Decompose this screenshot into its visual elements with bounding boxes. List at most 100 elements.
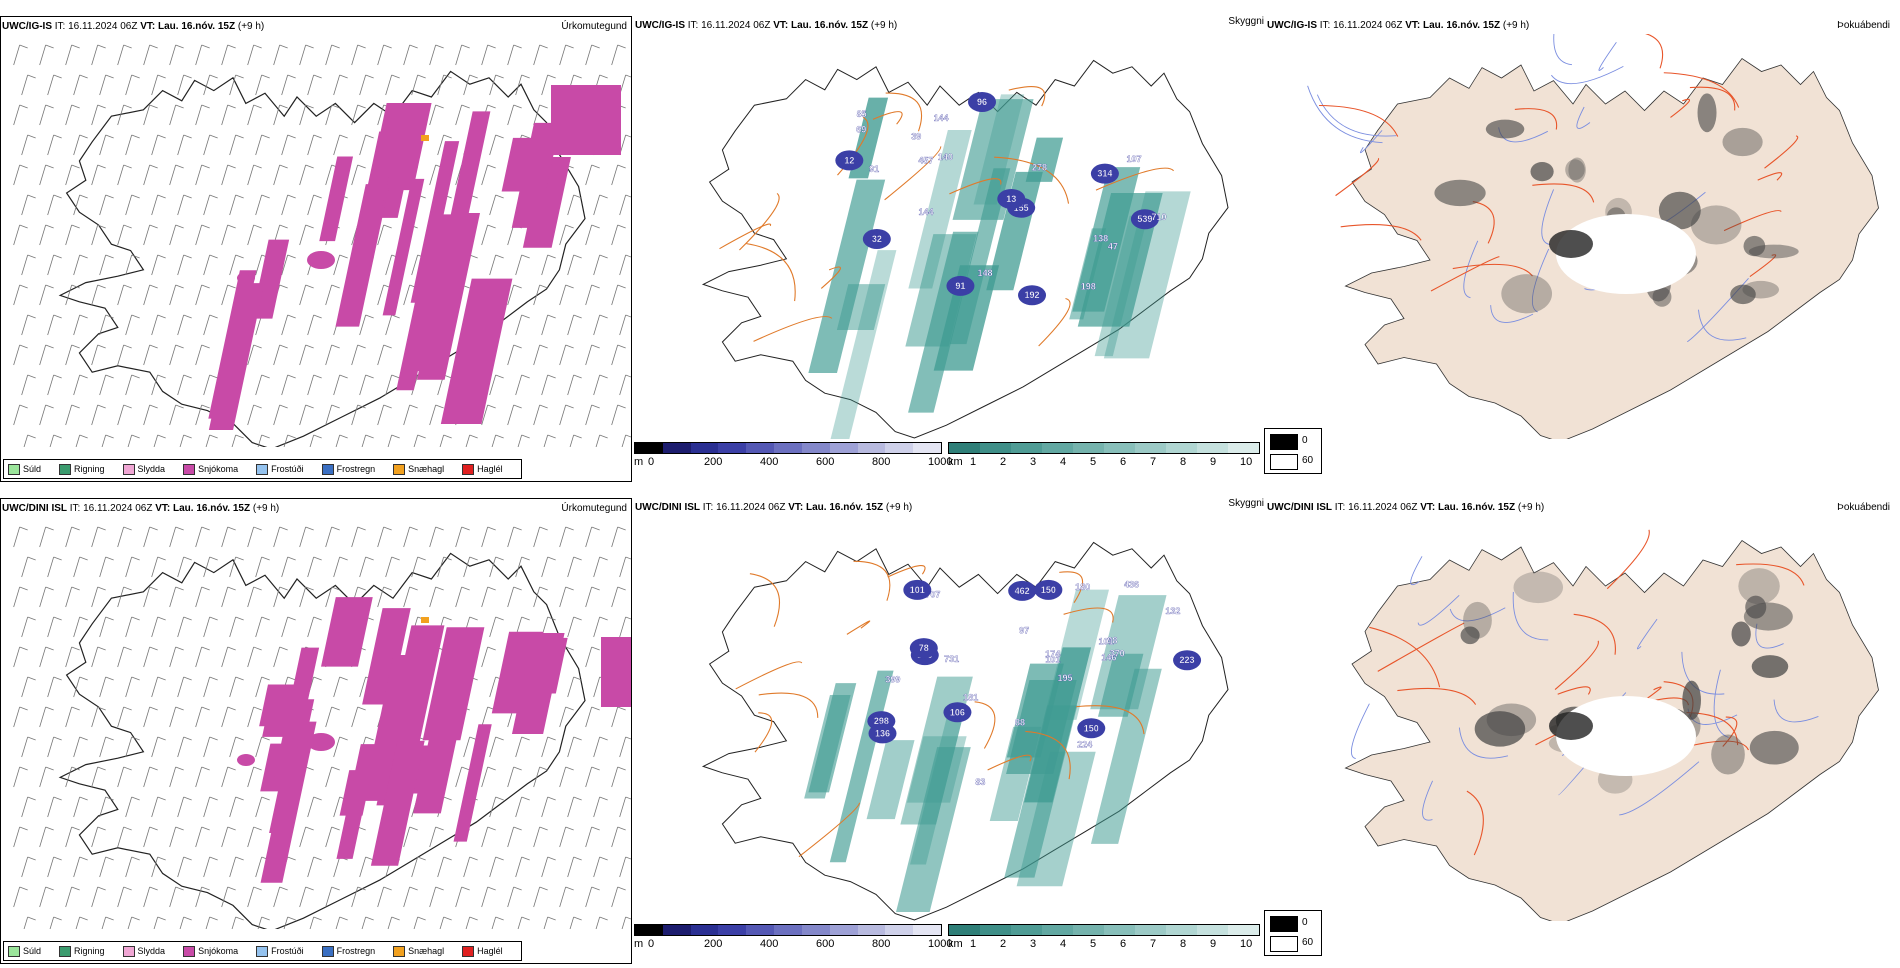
- fog-index-patch: [1743, 602, 1793, 631]
- wind-barb: [377, 104, 385, 126]
- wind-barb: [151, 616, 159, 638]
- forecast-row: UWC/DINI ISL IT: 16.11.2024 06Z VT: Lau.…: [0, 498, 1900, 968]
- wind-barb: [533, 404, 541, 426]
- wind-barb: [387, 916, 393, 929]
- colorbar-tick: 5: [1090, 938, 1097, 950]
- wind-barb: [39, 826, 47, 848]
- wind-barb: [611, 284, 619, 306]
- wind-barb: [515, 856, 523, 878]
- wind-barb: [325, 766, 333, 788]
- wind-barb-flag: [339, 134, 348, 139]
- wind-barb-flag: [157, 134, 166, 139]
- cloud-base-value: 98: [1107, 636, 1117, 646]
- wind-barb: [533, 284, 541, 306]
- legend-label: Haglél: [477, 464, 503, 474]
- wind-barb: [151, 374, 159, 396]
- cloud-base-value: 106: [950, 707, 965, 717]
- wind-barb-flag: [591, 526, 600, 531]
- wind-barb-flag: [573, 616, 582, 621]
- wind-barb: [151, 856, 159, 878]
- snowfall-area: [522, 156, 571, 248]
- wind-barb-flag: [461, 766, 470, 771]
- wind-barb-flag: [123, 224, 132, 229]
- cloud-base-patch: [1130, 209, 1159, 230]
- road-line: [1335, 157, 1380, 197]
- wind-barb-flag: [71, 586, 80, 591]
- wind-barb: [151, 314, 159, 336]
- wind-barb: [151, 254, 159, 276]
- colorbar-step: [774, 925, 802, 935]
- wind-barb: [125, 74, 133, 96]
- colorbar-step: [1197, 443, 1228, 453]
- wind-barb: [39, 706, 47, 728]
- wind-barb-flag: [279, 344, 288, 349]
- wind-barb-flag: [287, 434, 296, 439]
- wind-barb-flag: [305, 526, 314, 531]
- wind-barb: [439, 434, 445, 447]
- wind-barb: [255, 254, 263, 276]
- visibility-panel: UWC/DINI ISL IT: 16.11.2024 06Z VT: Lau.…: [634, 498, 1264, 964]
- wind-barb: [463, 556, 471, 578]
- wind-barb: [13, 284, 21, 306]
- wind-barb-flag: [27, 374, 36, 379]
- wind-barb: [47, 74, 55, 96]
- wind-barb-flag: [71, 104, 80, 109]
- wind-barb: [247, 586, 255, 608]
- fog-index-legend: 0 60: [1264, 428, 1322, 474]
- wind-barb: [169, 224, 177, 246]
- colorbar-step: [857, 925, 886, 935]
- wind-barb-flag: [565, 826, 574, 831]
- visibility-scale: km 1 2 3 4 5 6 7 8 9 10: [948, 442, 1262, 476]
- colorbar-tick: 7: [1150, 456, 1157, 468]
- legend-swatch: [122, 463, 135, 475]
- wind-barb: [255, 134, 263, 156]
- wind-barb-flag: [105, 254, 114, 259]
- wind-barb-flag: [521, 254, 530, 259]
- wind-barb: [533, 526, 541, 548]
- wind-barb: [39, 404, 47, 426]
- wind-barb: [359, 134, 367, 156]
- wind-barb-flag: [521, 616, 530, 621]
- wind-barb-flag: [547, 74, 556, 79]
- wind-barb-flag: [131, 134, 140, 139]
- wind-barb: [489, 736, 497, 758]
- wind-barb: [333, 856, 341, 878]
- wind-barb: [481, 164, 489, 186]
- wind-barb: [307, 796, 315, 818]
- wind-barb: [481, 766, 489, 788]
- wind-barb-flag: [201, 706, 210, 711]
- wind-barb-flag: [513, 344, 522, 349]
- wind-barb-flag: [45, 284, 54, 289]
- wind-barb-flag: [253, 104, 262, 109]
- wind-barb-flag: [201, 104, 210, 109]
- wind-barb-flag: [53, 616, 62, 621]
- wind-barb: [543, 434, 549, 447]
- wind-barb: [619, 374, 627, 396]
- river-line: [1755, 623, 1784, 649]
- wind-barb: [541, 796, 549, 818]
- wind-barb: [177, 374, 185, 396]
- colorbar-tick: 0: [648, 456, 655, 468]
- wind-barb-flag: [365, 74, 374, 79]
- wind-barb: [403, 586, 411, 608]
- wind-barb-flag: [305, 766, 314, 771]
- wind-barb-flag: [357, 104, 366, 109]
- wind-barb-flag: [183, 254, 192, 259]
- wind-barb-flag: [573, 556, 582, 561]
- colorbar-step: [913, 443, 941, 453]
- wind-barb: [117, 706, 125, 728]
- wind-barb: [325, 344, 333, 366]
- wind-barb: [361, 434, 367, 447]
- wind-barb-flag: [565, 706, 574, 711]
- wind-barb: [385, 374, 393, 396]
- valid-label: VT:: [788, 502, 804, 513]
- wind-barb-flag: [625, 916, 631, 920]
- fog-index-patch: [1751, 655, 1789, 678]
- wind-barb-flag: [339, 676, 348, 681]
- wind-barb: [411, 856, 419, 878]
- low-cloud-area: [952, 99, 1034, 220]
- wind-barb: [585, 886, 593, 908]
- snowfall-area: [444, 111, 491, 245]
- wind-barb-flag: [469, 916, 478, 921]
- wind-barb-flag: [339, 434, 348, 439]
